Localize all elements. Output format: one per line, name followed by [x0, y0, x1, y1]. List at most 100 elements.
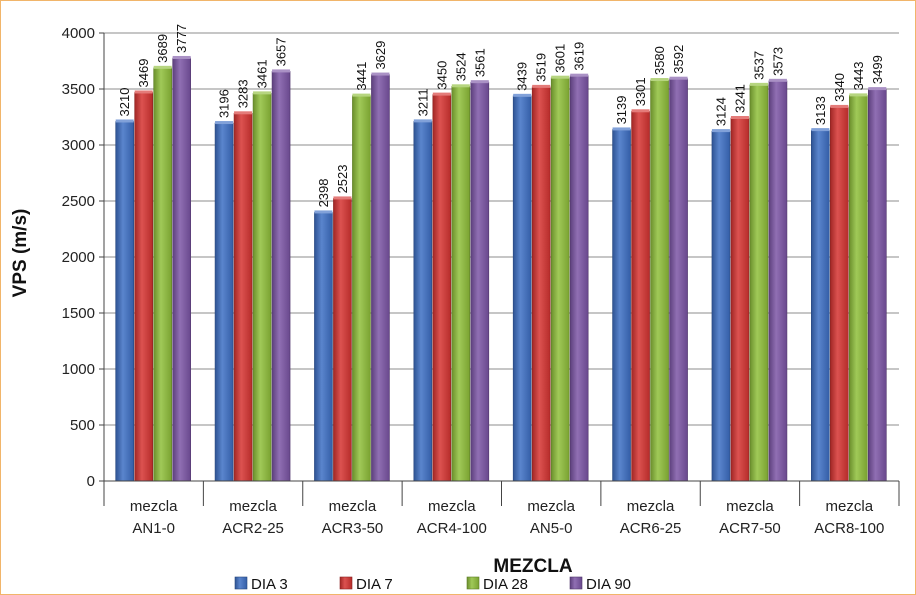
- bar-cap: [768, 78, 787, 82]
- bar-cap: [570, 73, 589, 77]
- bar: [650, 79, 669, 482]
- bar-cap: [215, 121, 234, 125]
- y-tick-label: 3500: [62, 81, 95, 98]
- data-label: 3777: [174, 24, 189, 53]
- bars: [115, 55, 887, 482]
- x-category-label: ACR7-50: [719, 520, 781, 537]
- data-label: 3524: [453, 52, 468, 81]
- data-label: 3537: [751, 51, 766, 80]
- bar: [134, 92, 153, 482]
- x-axis-title: MEZCLA: [493, 556, 572, 577]
- data-label: 3461: [255, 59, 270, 88]
- bar-cap: [314, 210, 333, 214]
- bar: [271, 71, 291, 482]
- x-category-label: ACR4-100: [417, 520, 487, 537]
- x-category-label: mezcla: [130, 498, 178, 515]
- data-label: 3439: [515, 62, 530, 91]
- bar-cap: [153, 65, 172, 69]
- bar-cap: [849, 93, 868, 97]
- bar-cap: [830, 104, 849, 108]
- x-category-label: ACR8-100: [814, 520, 884, 537]
- y-tick-label: 2500: [62, 193, 95, 210]
- legend-label: DIA 90: [586, 576, 631, 593]
- bar-cap: [253, 91, 272, 95]
- bar-cap: [532, 84, 551, 88]
- bar-cap: [730, 116, 749, 120]
- bar: [550, 77, 570, 482]
- bar: [531, 86, 551, 482]
- x-category-label: mezcla: [329, 498, 377, 515]
- bar-cap: [513, 93, 532, 97]
- bar: [830, 106, 849, 482]
- bar-cap: [451, 84, 470, 88]
- bar-cap: [711, 129, 730, 133]
- y-tick-label: 4000: [62, 25, 95, 42]
- legend-item: DIA 3: [234, 576, 288, 593]
- bar-cap: [234, 111, 253, 115]
- x-category-label: ACR6-25: [620, 520, 682, 537]
- legend-swatch: [234, 576, 248, 590]
- y-tick-label: 1000: [62, 361, 95, 378]
- data-label: 3241: [732, 84, 747, 113]
- bar-cap: [413, 119, 432, 123]
- x-category-label: AN1-0: [132, 520, 175, 537]
- x-category-label: ACR2-25: [222, 520, 284, 537]
- data-label: 3133: [813, 96, 828, 125]
- y-tick-label: 0: [87, 473, 95, 490]
- bar: [470, 81, 490, 482]
- bar: [352, 95, 371, 482]
- y-axis-title: VPS (m/s): [10, 209, 31, 298]
- bar-cap: [134, 90, 153, 94]
- bar: [669, 78, 688, 482]
- legend: DIA 3 DIA 7 DIA 28 DIA 90: [234, 576, 631, 593]
- legend-swatch: [569, 576, 583, 590]
- bar: [730, 117, 750, 482]
- x-category-label: mezcla: [826, 498, 874, 515]
- bar: [811, 129, 830, 482]
- bar: [252, 93, 272, 482]
- bar: [512, 95, 532, 482]
- data-label: 3210: [117, 88, 132, 117]
- bar: [172, 57, 191, 482]
- data-label: 3573: [770, 47, 785, 76]
- legend-swatch: [466, 576, 480, 590]
- x-category-label: AN5-0: [530, 520, 573, 537]
- x-category-label: ACR3-50: [322, 520, 384, 537]
- bar: [569, 75, 589, 482]
- bar: [413, 121, 433, 482]
- data-label: 3211: [415, 88, 430, 116]
- data-label: 3301: [633, 77, 648, 106]
- x-category-label: mezcla: [428, 498, 476, 515]
- bar-cap: [612, 127, 631, 131]
- legend-label: DIA 28: [483, 576, 528, 593]
- bar: [115, 121, 134, 482]
- data-label: 3561: [472, 48, 487, 77]
- bar-cap: [172, 55, 191, 59]
- data-label: 3629: [373, 41, 388, 70]
- bar: [768, 80, 788, 482]
- bar: [371, 74, 390, 482]
- data-label: 3450: [434, 61, 449, 90]
- data-label: 3283: [236, 79, 251, 108]
- legend-label: DIA 7: [356, 576, 393, 593]
- legend-swatch: [339, 576, 353, 590]
- bar: [333, 198, 352, 482]
- data-label: 3601: [553, 44, 568, 73]
- bar: [849, 95, 868, 482]
- legend-item: DIA 90: [569, 576, 631, 593]
- y-tick-label: 3000: [62, 137, 95, 154]
- data-label: 3139: [614, 96, 629, 125]
- bar: [153, 67, 172, 482]
- data-label: 3657: [274, 37, 289, 66]
- bar: [612, 129, 631, 482]
- data-label: 2398: [316, 179, 331, 208]
- data-label: 3124: [713, 97, 728, 126]
- bar-cap: [551, 75, 570, 79]
- bar: [314, 212, 333, 482]
- bar: [631, 110, 650, 482]
- data-label: 3689: [155, 34, 170, 63]
- legend-item: DIA 7: [339, 576, 393, 593]
- data-label: 3619: [572, 42, 587, 71]
